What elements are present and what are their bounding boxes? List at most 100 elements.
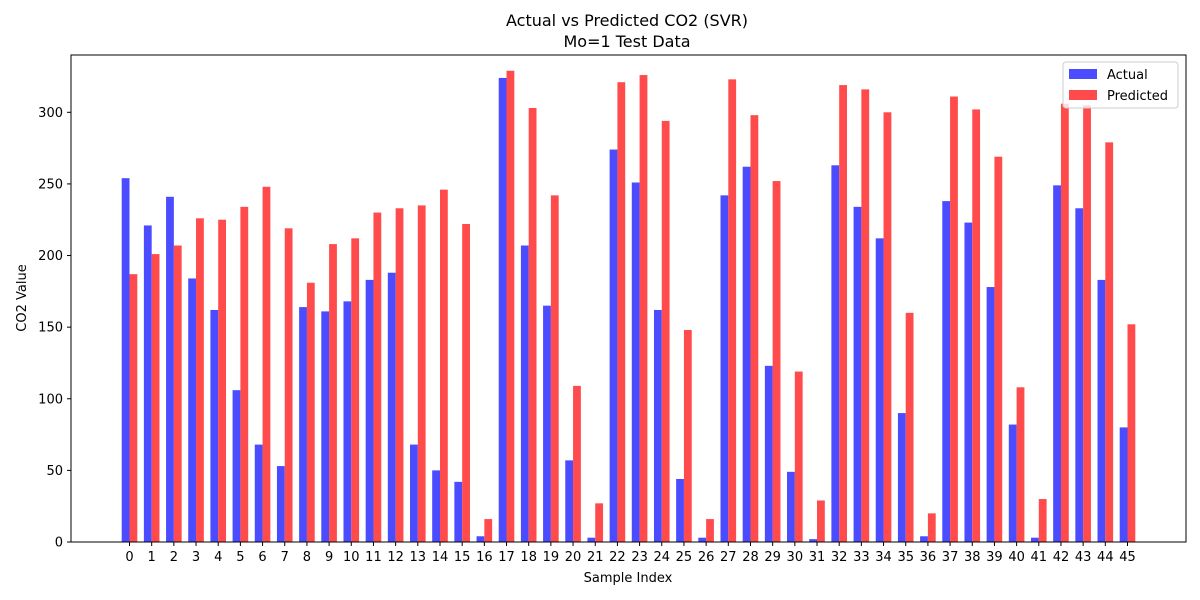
bar-actual-25 [676, 478, 684, 542]
bar-actual-23 [631, 182, 640, 543]
y-tick-label: 150 [38, 321, 63, 336]
x-tick-label: 28 [742, 550, 759, 565]
x-tick-label: 31 [809, 550, 826, 565]
x-axis-label: Sample Index [584, 571, 673, 586]
bar-actual-12 [387, 272, 396, 542]
plot-frame [70, 54, 1187, 543]
bar-predicted-42 [1060, 103, 1069, 542]
bar-predicted-10 [351, 238, 360, 542]
bar-predicted-23 [639, 75, 648, 543]
x-tick-label: 17 [498, 550, 515, 565]
bar-actual-2 [166, 196, 174, 543]
x-tick-label: 12 [387, 550, 404, 565]
x-tick-label: 21 [587, 550, 604, 565]
legend-swatch-actual [1069, 69, 1097, 79]
x-tick-label: 10 [343, 550, 360, 565]
y-axis-label: CO2 Value [15, 264, 30, 331]
x-tick-label: 38 [964, 550, 981, 565]
x-tick-label: 36 [920, 550, 937, 565]
bar-actual-31 [809, 539, 818, 542]
bar-predicted-28 [750, 115, 759, 542]
legend-swatch-predicted [1069, 90, 1097, 100]
bar-actual-28 [742, 166, 751, 542]
x-tick-label: 39 [986, 550, 1003, 565]
chart-title: Actual vs Predicted CO2 (SVR) [506, 11, 748, 30]
x-tick-label: 11 [365, 550, 382, 565]
x-tick-label: 37 [942, 550, 959, 565]
bar-actual-20 [565, 460, 574, 542]
bar-predicted-20 [573, 385, 581, 542]
x-tick-label: 8 [303, 550, 311, 565]
bar-actual-44 [1097, 279, 1106, 542]
bar-predicted-35 [905, 312, 914, 542]
x-tick-label: 9 [325, 550, 333, 565]
bar-actual-14 [432, 470, 440, 542]
bar-predicted-43 [1083, 105, 1091, 542]
x-tick-label: 45 [1119, 550, 1136, 565]
bar-predicted-5 [240, 206, 249, 542]
bar-actual-0 [121, 178, 130, 542]
bar-predicted-24 [661, 120, 670, 542]
bar-actual-5 [232, 390, 241, 542]
bar-actual-1 [143, 225, 152, 542]
chart-subtitle: Mo=1 Test Data [563, 32, 690, 51]
x-tick-label: 25 [676, 550, 693, 565]
bar-actual-16 [476, 536, 485, 542]
legend: Actual Predicted [1062, 61, 1179, 109]
bar-predicted-16 [484, 519, 493, 542]
bar-predicted-34 [883, 112, 892, 542]
y-tick-label: 250 [38, 177, 63, 192]
x-tick-label: 32 [831, 550, 848, 565]
bar-actual-37 [942, 201, 951, 542]
y-tick-label: 300 [38, 106, 63, 121]
x-tick-label: 41 [1031, 550, 1048, 565]
bar-predicted-25 [683, 330, 692, 542]
bar-actual-15 [454, 481, 463, 542]
x-tick-label: 29 [764, 550, 781, 565]
x-tick-label: 13 [410, 550, 427, 565]
x-tick-label: 14 [432, 550, 449, 565]
bar-actual-30 [787, 471, 795, 542]
bar-predicted-6 [262, 186, 271, 542]
y-tick-label: 50 [46, 464, 63, 479]
bar-predicted-13 [417, 205, 426, 542]
bar-predicted-27 [728, 79, 737, 542]
x-tick-label: 44 [1097, 550, 1114, 565]
bar-actual-13 [410, 444, 418, 542]
bar-actual-26 [698, 537, 707, 542]
bar-predicted-38 [972, 109, 981, 543]
bar-actual-43 [1075, 208, 1084, 542]
x-tick-label: 4 [214, 550, 222, 565]
x-tick-label: 1 [148, 550, 156, 565]
x-tick-label: 40 [1008, 550, 1025, 565]
bar-predicted-14 [439, 189, 448, 542]
bar-actual-29 [764, 365, 773, 542]
bar-actual-22 [609, 149, 618, 543]
bar-actual-6 [254, 444, 263, 542]
bar-actual-21 [587, 537, 596, 542]
bar-predicted-30 [794, 371, 803, 542]
x-tick-label: 0 [125, 550, 133, 565]
x-tick-label: 3 [192, 550, 200, 565]
x-tick-label: 16 [476, 550, 493, 565]
x-tick-label: 30 [787, 550, 804, 565]
x-tick-label: 5 [236, 550, 244, 565]
legend-label-actual: Actual [1107, 68, 1148, 83]
bar-actual-39 [986, 287, 995, 542]
bar-predicted-12 [395, 208, 404, 542]
bar-predicted-3 [196, 218, 204, 543]
bar-predicted-18 [528, 108, 537, 542]
x-tick-label: 7 [281, 550, 289, 565]
x-tick-label: 33 [853, 550, 870, 565]
bar-predicted-11 [373, 212, 382, 542]
x-axis: 0 1 2 3 4 5 6 7 8 9 10 11 12 13 14 15 16 17 18 19 20 21 22 23 24… [125, 542, 1136, 565]
bar-predicted-9 [329, 244, 337, 542]
bar-actual-19 [543, 305, 551, 542]
bar-predicted-36 [927, 513, 936, 542]
bar-actual-4 [210, 309, 219, 542]
bar-predicted-37 [950, 96, 958, 542]
x-tick-label: 18 [520, 550, 537, 565]
x-tick-label: 43 [1075, 550, 1092, 565]
bar-actual-40 [1008, 424, 1017, 542]
bar-predicted-17 [506, 70, 515, 542]
